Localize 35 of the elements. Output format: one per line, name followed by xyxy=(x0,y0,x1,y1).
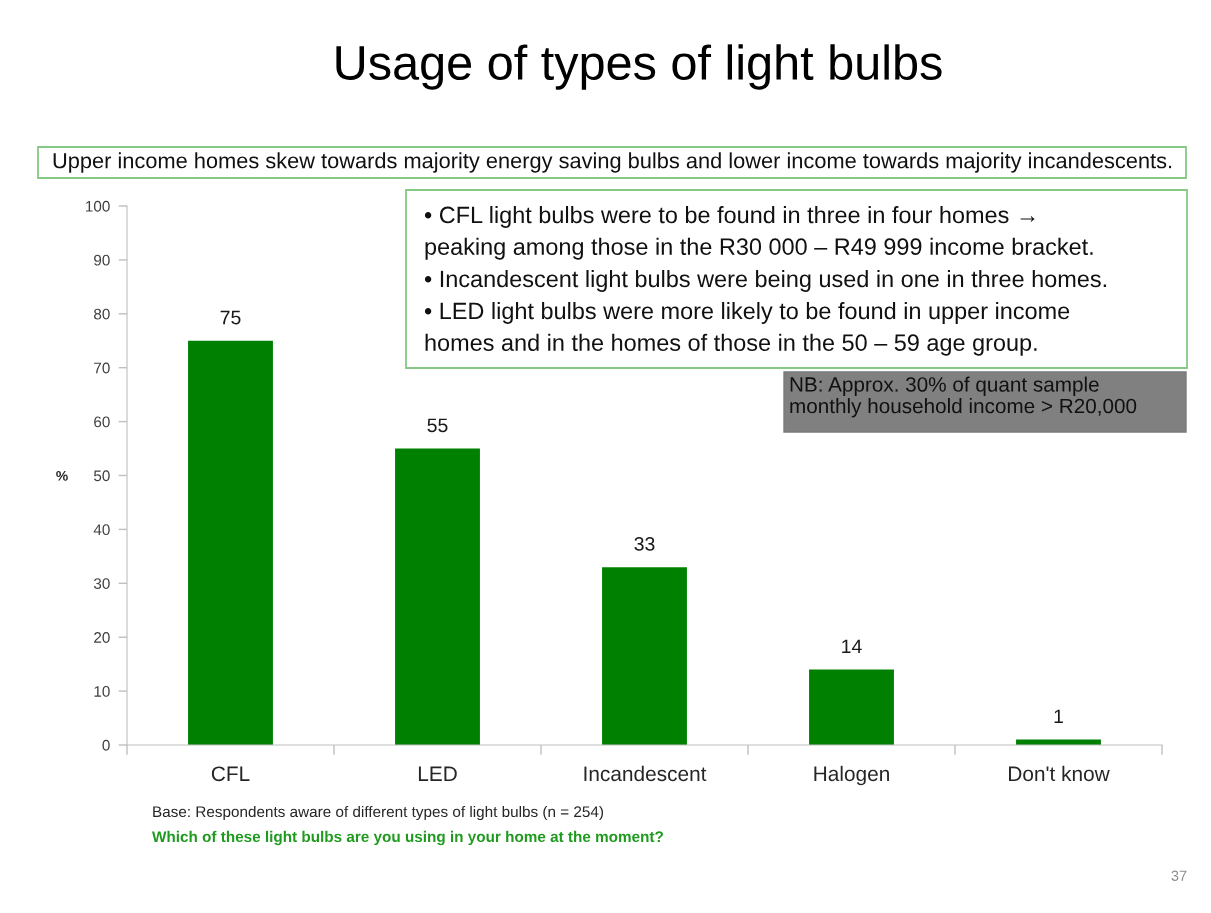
text: 37 xyxy=(1171,870,1187,881)
y-tick-label: 40 xyxy=(93,524,110,536)
y-tick-label: 20 xyxy=(94,632,110,643)
bar xyxy=(602,567,687,745)
y-tick-label: 60 xyxy=(94,416,110,428)
text: Which of these light bulbs are you using in your home at the moment? xyxy=(152,830,663,846)
y-tick-label: 0 xyxy=(102,739,110,751)
bar xyxy=(809,669,894,745)
y-tick-label: 50 xyxy=(93,470,110,482)
data-label: 55 xyxy=(427,418,448,433)
annotation: • Incandescent light bulbs were being used in one in three homes. xyxy=(424,270,1106,292)
bar xyxy=(188,340,273,745)
y-tick-label: 80 xyxy=(94,308,110,320)
annotation: • CFL light bulbs were to be found in three in four homes → peaking among those in the R30 000 – R49 999 income bracket. xyxy=(424,206,1093,260)
annotation: • LED light bulbs were more likely to be found in upper income homes and in the homes of those in the 50 – 59 age group. xyxy=(424,302,1070,356)
data-label: 33 xyxy=(634,537,655,551)
y-tick-label: 10 xyxy=(94,685,110,697)
y-tick-label: 90 xyxy=(94,254,110,266)
bar xyxy=(395,448,480,745)
x-tick-label: Halogen xyxy=(814,765,889,786)
x-tick-label: LED xyxy=(418,766,457,781)
x-tick-label: Incandescent xyxy=(584,765,707,782)
y-tick-label: 70 xyxy=(94,362,110,374)
y-tick-label: 100 xyxy=(86,200,110,212)
chart-subtitle: Upper income homes skew towards majority energy saving bulbs and lower income towards majority incandescents. xyxy=(53,152,1172,173)
x-tick-label: Don't know xyxy=(1009,765,1110,782)
x-tick-label: CFL xyxy=(211,766,250,782)
y-axis-title: % xyxy=(56,470,68,481)
y-tick-label: 30 xyxy=(93,578,110,589)
annotation: NB: Approx. 30% of quant sample monthly household income > R20,000 xyxy=(790,376,1137,418)
data-label: 75 xyxy=(220,310,241,325)
text: Base: Respondents aware of different types of light bulbs (n = 254) xyxy=(153,805,604,821)
chart-title: Usage of types of light bulbs xyxy=(336,44,942,90)
data-label: 1 xyxy=(1054,709,1063,724)
data-label: 14 xyxy=(842,639,862,654)
